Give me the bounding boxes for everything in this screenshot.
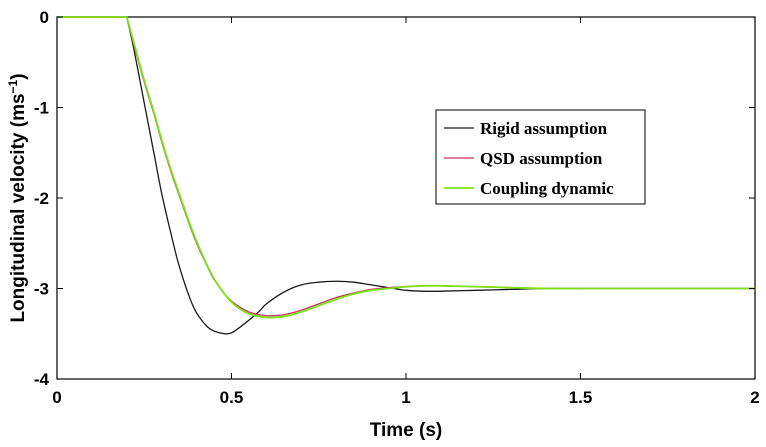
x-axis-label: Time (s) xyxy=(370,420,443,441)
series-layer xyxy=(57,16,755,335)
y-tick-label: -4 xyxy=(34,370,50,389)
series-line-rigid-assumption xyxy=(57,16,755,335)
x-tick-label: 0 xyxy=(52,388,61,407)
y-tick-label: -2 xyxy=(34,189,49,208)
legend: Rigid assumption QSD assumption Coupling d… xyxy=(435,109,646,205)
legend-box xyxy=(435,109,646,205)
series-line-coupling-dynamic xyxy=(57,16,755,319)
x-tick-label: 0.5 xyxy=(220,388,244,407)
x-tick-label: 2 xyxy=(750,388,759,407)
y-axis-label: Longitudinal velocity (ms−1) xyxy=(6,73,29,322)
legend-label: Rigid assumption xyxy=(480,119,608,138)
y-tick-label: -3 xyxy=(34,280,49,299)
y-axis-label-text: Longitudinal velocity (ms xyxy=(8,93,29,322)
plot-area-frame xyxy=(56,16,756,380)
y-tick-label: 0 xyxy=(40,8,49,27)
y-tick-label: -1 xyxy=(34,99,49,118)
y-axis-label-close: ) xyxy=(8,73,29,79)
legend-label: QSD assumption xyxy=(480,149,603,168)
legend-label: Coupling dynamic xyxy=(480,179,614,198)
x-tick-label: 1.5 xyxy=(569,388,593,407)
y-axis-label-superscript: −1 xyxy=(6,79,20,93)
x-tick-label: 1 xyxy=(401,388,410,407)
tick-layer: 0 0.5 1 1.5 2 0 -1 -2 -3 -4 xyxy=(34,8,760,407)
